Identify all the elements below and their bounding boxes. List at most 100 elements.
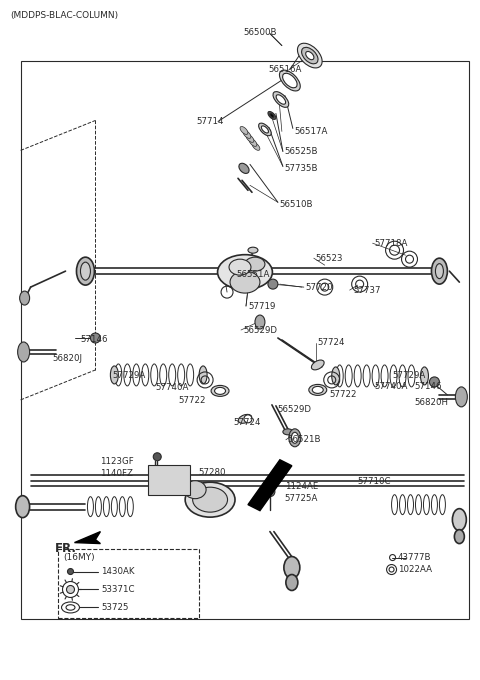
Text: 56521B: 56521B [288, 435, 322, 444]
Text: 57280: 57280 [198, 469, 226, 477]
Ellipse shape [18, 342, 30, 362]
Text: 57724: 57724 [233, 418, 261, 427]
Text: 1140FZ: 1140FZ [100, 469, 133, 478]
Ellipse shape [255, 315, 265, 329]
Ellipse shape [20, 291, 30, 305]
Ellipse shape [252, 142, 260, 150]
Text: 57729A: 57729A [112, 371, 145, 380]
Ellipse shape [435, 264, 444, 279]
Text: 57735B: 57735B [285, 164, 318, 173]
Circle shape [67, 585, 74, 594]
Text: 56529D: 56529D [278, 405, 312, 414]
Circle shape [90, 333, 100, 343]
Text: 57740A: 57740A [374, 382, 408, 392]
Text: 1124AE: 1124AE [285, 482, 318, 491]
Text: (16MY): (16MY) [63, 553, 95, 562]
Text: 1430AK: 1430AK [101, 567, 135, 576]
Ellipse shape [312, 360, 324, 370]
Ellipse shape [276, 95, 286, 104]
Text: 1022AA: 1022AA [397, 565, 432, 574]
Ellipse shape [217, 255, 273, 290]
Text: 57146: 57146 [415, 382, 442, 392]
Circle shape [68, 568, 73, 575]
Polygon shape [74, 532, 100, 543]
Ellipse shape [239, 163, 249, 173]
Ellipse shape [246, 135, 254, 142]
Polygon shape [248, 460, 292, 511]
Text: 57725A: 57725A [285, 494, 318, 503]
Ellipse shape [238, 414, 252, 423]
Ellipse shape [110, 366, 119, 384]
Text: 57724: 57724 [318, 339, 345, 347]
Ellipse shape [229, 259, 251, 275]
Ellipse shape [291, 432, 299, 443]
Ellipse shape [306, 52, 314, 60]
Ellipse shape [332, 367, 340, 385]
Text: 57722: 57722 [178, 396, 205, 405]
Ellipse shape [259, 123, 271, 136]
Ellipse shape [312, 386, 323, 394]
Text: 57146: 57146 [81, 335, 108, 343]
Text: 57740A: 57740A [155, 384, 189, 392]
Ellipse shape [452, 509, 467, 530]
Text: 57719: 57719 [248, 301, 276, 311]
Ellipse shape [199, 366, 207, 384]
Ellipse shape [270, 114, 274, 118]
Ellipse shape [248, 248, 258, 253]
Ellipse shape [283, 73, 297, 88]
Circle shape [430, 377, 439, 387]
Ellipse shape [309, 384, 327, 395]
Text: 56516A: 56516A [268, 65, 301, 74]
Ellipse shape [283, 429, 293, 435]
Text: 56517A: 56517A [295, 127, 328, 136]
Text: 56510B: 56510B [280, 200, 313, 209]
Text: 56820H: 56820H [415, 398, 448, 407]
Text: 53725: 53725 [101, 603, 129, 612]
Text: 57737: 57737 [354, 286, 381, 294]
Ellipse shape [279, 70, 300, 91]
Text: 56525B: 56525B [285, 147, 318, 156]
Ellipse shape [286, 575, 298, 590]
Ellipse shape [81, 262, 90, 280]
Text: 1123GF: 1123GF [100, 457, 134, 466]
Text: 57714: 57714 [196, 117, 224, 126]
Ellipse shape [185, 482, 235, 517]
Text: 56551A: 56551A [236, 270, 269, 279]
Ellipse shape [301, 48, 318, 64]
Text: FR.: FR. [55, 542, 76, 555]
Text: 57722: 57722 [330, 390, 357, 399]
Text: 57710C: 57710C [358, 477, 391, 486]
Ellipse shape [16, 496, 30, 517]
Ellipse shape [243, 131, 251, 138]
Text: (MDDPS-BLAC-COLUMN): (MDDPS-BLAC-COLUMN) [11, 11, 119, 20]
Ellipse shape [184, 481, 206, 498]
Bar [148, 464, 190, 494]
Bar [21, 61, 469, 619]
Text: 57720: 57720 [306, 283, 333, 292]
Ellipse shape [240, 126, 248, 135]
Ellipse shape [273, 92, 289, 107]
Ellipse shape [456, 387, 468, 407]
Ellipse shape [245, 257, 265, 271]
Text: 56820J: 56820J [52, 354, 83, 364]
Text: 43777B: 43777B [397, 553, 431, 562]
Text: 56523: 56523 [316, 254, 343, 262]
Ellipse shape [432, 258, 447, 284]
Ellipse shape [76, 257, 95, 285]
Ellipse shape [298, 44, 322, 68]
Text: 56529D: 56529D [243, 326, 277, 335]
Ellipse shape [284, 556, 300, 579]
Circle shape [153, 453, 161, 461]
Ellipse shape [211, 386, 229, 396]
Text: 57729A: 57729A [393, 371, 426, 380]
Ellipse shape [215, 388, 226, 394]
Text: 53371C: 53371C [101, 585, 135, 594]
Text: 56500B: 56500B [243, 28, 276, 37]
Ellipse shape [455, 530, 464, 543]
Text: 57718A: 57718A [374, 239, 408, 248]
Ellipse shape [268, 112, 276, 120]
Ellipse shape [249, 139, 257, 146]
Circle shape [265, 487, 275, 496]
Ellipse shape [420, 367, 429, 385]
Ellipse shape [289, 429, 301, 447]
